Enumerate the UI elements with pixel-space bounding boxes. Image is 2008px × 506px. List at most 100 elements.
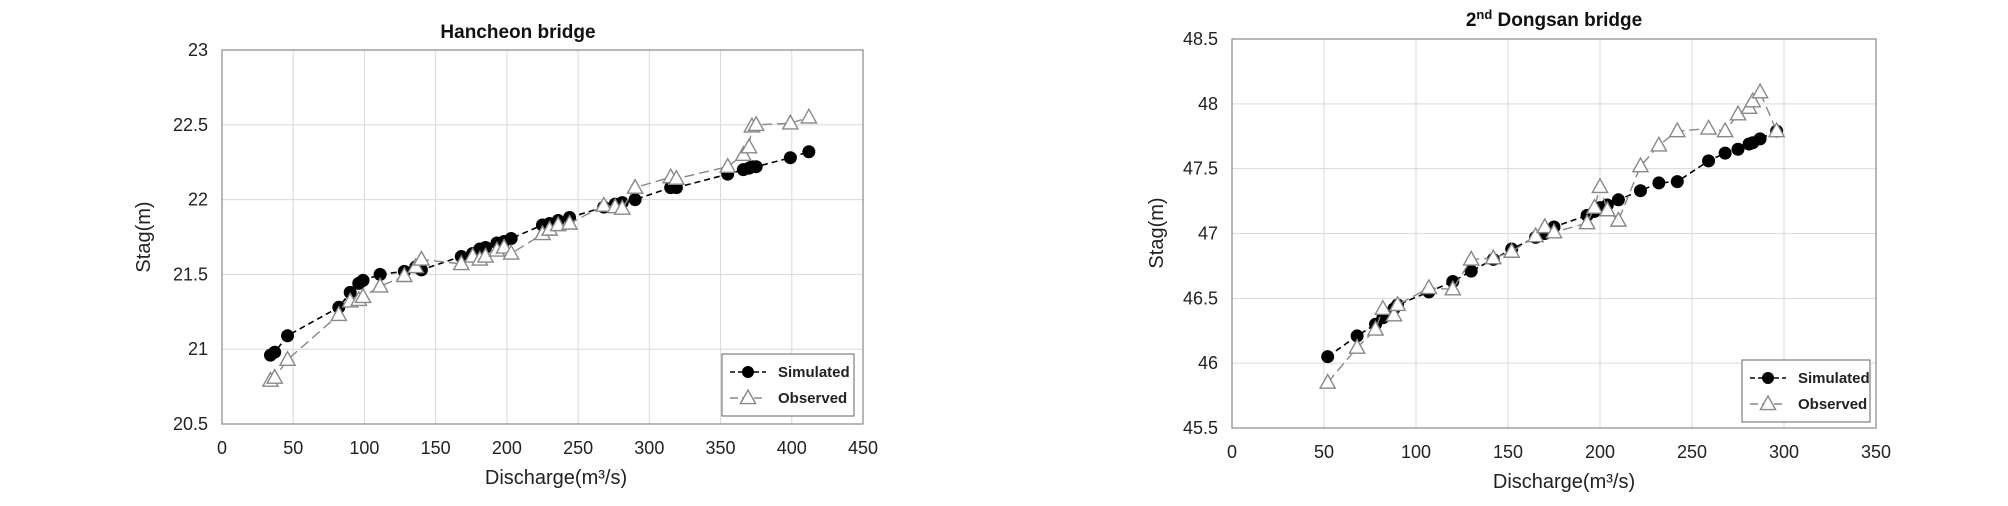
x-tick-label: 0 bbox=[1227, 442, 1237, 462]
y-tick-label: 22 bbox=[188, 190, 208, 210]
y-tick-label: 48 bbox=[1198, 94, 1218, 114]
data-point-observed bbox=[265, 368, 284, 384]
y-tick-label: 23 bbox=[188, 40, 208, 60]
legend-label-simulated: Simulated bbox=[778, 364, 850, 381]
legend-marker-observed bbox=[739, 388, 757, 405]
x-tick-label: 200 bbox=[492, 438, 522, 458]
data-point-observed bbox=[718, 157, 737, 173]
legend-box bbox=[1741, 359, 1871, 423]
data-point-observed bbox=[1502, 242, 1521, 258]
y-tick-label: 46 bbox=[1198, 353, 1218, 373]
y-tick-label: 45.5 bbox=[1183, 418, 1218, 438]
chart-title: 2nd Dongsan bridge bbox=[1466, 7, 1642, 31]
data-point-simulated bbox=[749, 160, 763, 174]
data-point-simulated bbox=[1652, 176, 1666, 190]
data-point-observed bbox=[330, 305, 348, 322]
data-point-observed bbox=[1578, 213, 1596, 230]
y-tick-label: 48.5 bbox=[1183, 29, 1218, 49]
data-point-observed bbox=[613, 199, 632, 215]
data-point-observed bbox=[1366, 320, 1385, 336]
data-point-observed bbox=[1699, 119, 1718, 135]
data-point-observed bbox=[1609, 211, 1628, 227]
series-line-observed bbox=[269, 116, 810, 382]
y-tick-label: 47.5 bbox=[1183, 159, 1218, 179]
x-tick-label: 0 bbox=[217, 438, 227, 458]
data-point-simulated bbox=[1464, 264, 1478, 278]
y-tick-label: 21 bbox=[188, 339, 208, 359]
data-point-observed bbox=[800, 107, 818, 124]
data-point-simulated bbox=[281, 329, 295, 343]
y-tick-label: 21.5 bbox=[173, 264, 208, 284]
legend: Simulated Observed bbox=[721, 353, 855, 417]
x-tick-label: 50 bbox=[1314, 442, 1334, 462]
data-point-observed bbox=[1751, 82, 1769, 99]
series-line-simulated bbox=[269, 150, 810, 356]
data-point-observed bbox=[626, 178, 644, 194]
data-point-observed bbox=[1444, 279, 1462, 296]
data-point-observed bbox=[1385, 305, 1403, 322]
data-point-observed bbox=[278, 350, 297, 366]
data-point-observed bbox=[1716, 121, 1734, 138]
data-point-observed bbox=[1388, 295, 1407, 312]
legend-label-simulated: Simulated bbox=[1798, 370, 1870, 387]
data-point-observed bbox=[1484, 248, 1503, 265]
data-point-observed bbox=[594, 196, 613, 212]
x-tick-label: 50 bbox=[283, 438, 303, 458]
x-tick-label: 100 bbox=[349, 438, 379, 458]
x-tick-label: 300 bbox=[1769, 442, 1799, 462]
x-axis-label: Discharge(m³/s) bbox=[485, 467, 627, 489]
data-point-observed bbox=[1668, 121, 1687, 138]
y-tick-label: 20.5 bbox=[173, 414, 208, 434]
plot-area bbox=[1231, 38, 1877, 429]
data-point-observed bbox=[781, 113, 800, 130]
data-point-simulated bbox=[1731, 142, 1745, 156]
legend-marker-simulated bbox=[1762, 372, 1774, 384]
data-point-simulated bbox=[1350, 329, 1364, 343]
data-point-observed bbox=[395, 266, 414, 283]
data-point-simulated bbox=[373, 267, 387, 281]
data-point-simulated bbox=[628, 193, 642, 207]
data-point-observed bbox=[549, 215, 567, 232]
data-point-observed bbox=[412, 250, 431, 266]
x-tick-label: 400 bbox=[777, 438, 807, 458]
y-tick-label: 47 bbox=[1198, 224, 1218, 244]
data-point-observed bbox=[495, 238, 513, 254]
x-tick-label: 150 bbox=[1493, 442, 1523, 462]
y-tick-label: 46.5 bbox=[1183, 288, 1218, 308]
data-point-observed bbox=[371, 276, 389, 293]
data-point-observed bbox=[1743, 91, 1762, 108]
chart-title: Hancheon bridge bbox=[440, 22, 595, 43]
data-point-observed bbox=[747, 115, 765, 132]
data-point-observed bbox=[1420, 278, 1438, 295]
legend-label-observed: Observed bbox=[1798, 396, 1867, 413]
data-point-observed bbox=[1631, 156, 1650, 173]
x-tick-label: 300 bbox=[634, 438, 664, 458]
data-point-simulated bbox=[1611, 193, 1625, 207]
data-point-observed bbox=[1591, 177, 1609, 194]
y-axis-label: Stag(m) bbox=[133, 201, 155, 272]
x-tick-label: 350 bbox=[706, 438, 736, 458]
x-tick-label: 150 bbox=[421, 438, 451, 458]
x-tick-label: 100 bbox=[1401, 442, 1431, 462]
y-axis-label: Stag(m) bbox=[1146, 197, 1168, 268]
data-point-observed bbox=[1318, 373, 1337, 389]
legend: Simulated Observed bbox=[1741, 359, 1871, 423]
data-point-simulated bbox=[1753, 132, 1767, 146]
data-point-simulated bbox=[1670, 175, 1684, 189]
plot-area bbox=[221, 49, 864, 425]
legend-marker-observed bbox=[1759, 394, 1777, 411]
data-point-observed bbox=[1585, 198, 1604, 214]
data-point-simulated bbox=[1718, 146, 1732, 160]
x-tick-label: 450 bbox=[848, 438, 878, 458]
data-point-observed bbox=[1462, 249, 1480, 266]
data-point-observed bbox=[354, 287, 372, 304]
data-point-simulated bbox=[356, 273, 370, 287]
x-tick-label: 200 bbox=[1585, 442, 1615, 462]
data-point-simulated bbox=[783, 151, 797, 165]
data-point-observed bbox=[1545, 222, 1563, 239]
data-point-observed bbox=[1536, 217, 1554, 234]
data-point-observed bbox=[1348, 338, 1366, 354]
data-point-simulated bbox=[1633, 184, 1647, 198]
chart-1: 0 50 100 150 200 250 300 350 400 450 20.5 21 21.5 22 2… bbox=[133, 22, 878, 489]
